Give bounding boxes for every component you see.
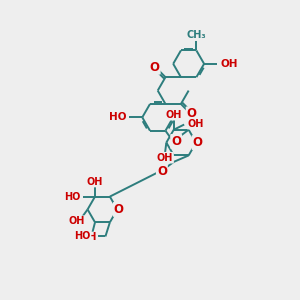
Text: OH: OH <box>69 216 85 226</box>
Text: OH: OH <box>87 177 103 187</box>
Text: O: O <box>187 107 197 120</box>
Text: O: O <box>114 203 124 216</box>
Text: HO: HO <box>74 232 91 242</box>
Text: OH: OH <box>220 59 238 69</box>
Text: HO: HO <box>64 192 80 202</box>
Text: OH: OH <box>188 119 204 129</box>
Text: HO: HO <box>109 112 126 122</box>
Text: O: O <box>193 136 202 149</box>
Text: OH: OH <box>166 110 182 120</box>
Text: O: O <box>157 165 167 178</box>
Text: O: O <box>150 61 160 74</box>
Text: CH₃: CH₃ <box>187 30 206 40</box>
Text: OH: OH <box>81 232 97 242</box>
Text: O: O <box>171 135 181 148</box>
Text: OH: OH <box>157 153 173 163</box>
